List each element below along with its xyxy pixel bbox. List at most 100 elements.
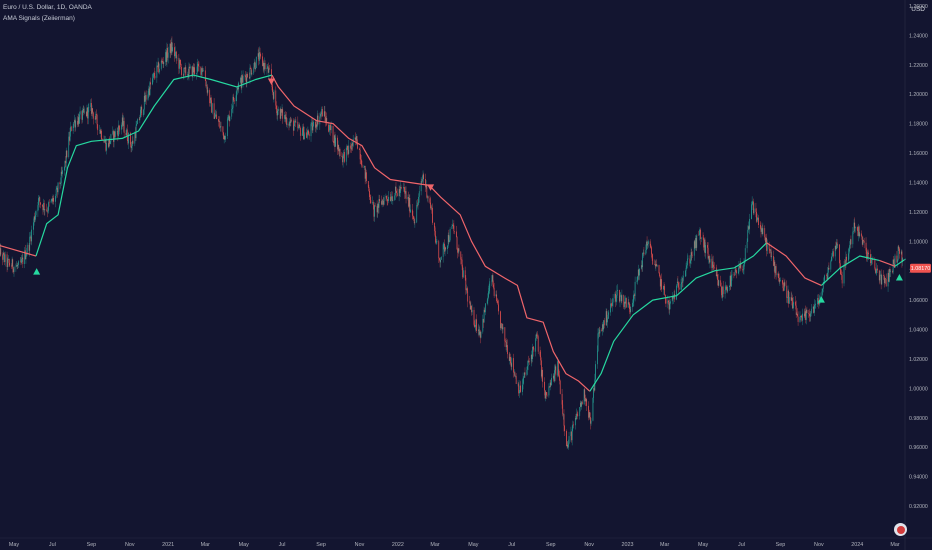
candle-body — [588, 412, 590, 418]
candle-body — [469, 302, 471, 310]
candle-body — [59, 182, 61, 185]
candle-body — [493, 284, 494, 288]
price-tick-label: 1.24000 — [909, 33, 928, 39]
indicator-title[interactable]: AMA Signals (Zeiierman) — [3, 15, 75, 22]
candle-body — [837, 244, 839, 246]
candle-body — [147, 94, 149, 100]
candle-body — [352, 142, 353, 146]
candle-body — [862, 240, 864, 245]
currency-label[interactable]: USD — [911, 6, 925, 13]
candle-body — [328, 129, 330, 132]
candle-body — [122, 117, 124, 127]
candle-body — [836, 242, 837, 250]
candle-body — [805, 311, 806, 320]
candle-body — [308, 130, 309, 134]
candle-body — [275, 90, 277, 106]
candle-body — [264, 62, 265, 70]
candle-body — [810, 308, 812, 314]
candle-body — [817, 298, 819, 302]
candle-body — [400, 186, 401, 193]
candle-body — [126, 129, 127, 136]
candle-body — [82, 110, 83, 120]
candle-body — [143, 109, 144, 116]
candle-body — [338, 149, 340, 152]
candle-body — [497, 301, 499, 305]
candle-body — [389, 196, 391, 201]
candle-body — [276, 109, 278, 116]
candle-body — [505, 341, 507, 348]
candle-body — [16, 265, 18, 267]
candle-body — [364, 165, 366, 179]
candle-body — [500, 323, 502, 329]
candle-body — [346, 145, 348, 148]
candle-body — [174, 53, 176, 57]
candle-body — [201, 68, 202, 75]
candle-body — [77, 120, 78, 125]
candle-body — [778, 278, 780, 282]
candle-body — [132, 140, 134, 144]
ama-segment — [0, 244, 37, 257]
candle-body — [55, 195, 56, 202]
symbol-title[interactable]: Euro / U.S. Dollar, 1D, OANDA — [3, 4, 92, 11]
candle-body — [306, 132, 307, 138]
price-tick-label: 1.16000 — [909, 151, 928, 157]
candle-body — [709, 258, 711, 263]
candle-body — [447, 245, 448, 250]
candle-body — [809, 313, 810, 316]
candle-body — [669, 301, 671, 304]
candle-body — [38, 197, 40, 199]
candle-body — [42, 205, 44, 211]
candle-body — [576, 413, 578, 416]
candle-body — [852, 231, 854, 245]
candle-body — [502, 327, 504, 330]
candle-body — [559, 376, 560, 381]
candle-body — [245, 75, 246, 78]
candle-body — [712, 261, 713, 268]
candle-body — [12, 259, 14, 269]
candle-body — [277, 110, 279, 116]
time-axis[interactable]: May Jul Sep Nov 2021 Mar May Jul Sep Nov 2022 Mar Ma… — [9, 542, 900, 548]
candle-body — [612, 298, 614, 303]
candle-body — [430, 202, 431, 209]
candle-body — [83, 109, 85, 113]
candle-body — [866, 250, 868, 260]
candle-body — [86, 107, 88, 117]
candle-body — [504, 327, 506, 342]
candle-body — [715, 267, 717, 277]
candle-body — [620, 295, 622, 302]
candle-body — [422, 179, 423, 182]
candle-body — [624, 301, 625, 307]
candle-body — [57, 182, 59, 193]
candle-body — [301, 133, 303, 136]
candle-body — [593, 388, 595, 391]
candle-body — [770, 249, 771, 251]
candle-body — [656, 265, 658, 267]
candle-body — [264, 62, 266, 70]
candle-body — [391, 196, 392, 200]
candle-body — [323, 111, 325, 117]
candle-body — [551, 377, 552, 386]
candle-body — [329, 124, 331, 130]
candle-body — [756, 211, 757, 222]
price-tick-label: 1.26000 — [909, 4, 928, 10]
candle-body — [805, 309, 807, 320]
candle-body — [484, 309, 486, 313]
candle-body — [783, 288, 784, 291]
candle-body — [518, 383, 520, 394]
flag-icon[interactable] — [894, 523, 907, 536]
candle-body — [356, 136, 358, 144]
candle-body — [43, 203, 44, 211]
candle-body — [79, 111, 81, 115]
candle-body — [571, 428, 573, 441]
price-tick-label: 1.20000 — [909, 92, 928, 98]
candle-body — [590, 417, 591, 424]
candle-body — [612, 302, 613, 306]
candle-body — [407, 196, 409, 200]
candle-body — [291, 119, 292, 121]
candle-body — [113, 131, 115, 142]
candle-body — [738, 266, 740, 272]
candle-body — [211, 100, 212, 113]
candle-body — [646, 241, 647, 251]
price-tick-label: 1.06000 — [909, 298, 928, 304]
